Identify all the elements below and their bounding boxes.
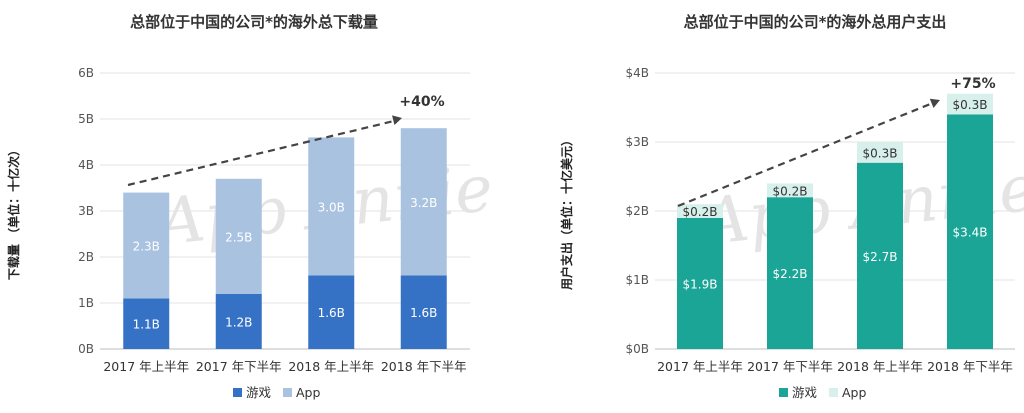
bar-app-spending xyxy=(857,142,903,163)
x-tick-label: 2017 年下半年 xyxy=(196,359,282,374)
data-label-game: $2.2B xyxy=(773,267,808,281)
bar-game-spending xyxy=(677,217,723,349)
y-tick-label: 5B xyxy=(78,112,94,126)
data-label-game: 1.1B xyxy=(133,318,160,332)
legend-downloads: 游戏 App xyxy=(233,385,320,400)
x-tick-label: 2018 年上半年 xyxy=(288,359,374,374)
y-tick-label: 3B xyxy=(78,204,94,218)
growth-arrow-head xyxy=(392,115,402,125)
data-label-game: 1.2B xyxy=(225,315,252,329)
x-tick-label: 2017 年上半年 xyxy=(103,359,189,374)
y-tick-label: 0B xyxy=(78,342,94,356)
bar-game-spending xyxy=(767,197,813,349)
legend-label-app: App xyxy=(842,385,866,400)
y-tick-label: $2B xyxy=(625,204,649,218)
bar-app-downloads xyxy=(123,192,170,299)
data-label-game: $1.9B xyxy=(683,277,718,291)
x-tick-label: 2018 年下半年 xyxy=(927,359,1013,374)
bar-app-downloads xyxy=(400,128,447,276)
bar-game-spending xyxy=(857,162,903,349)
legend-swatch-game xyxy=(233,388,242,397)
data-label-game: $2.7B xyxy=(863,250,898,264)
chart-title-spending: 总部位于中国的公司*的海外总用户支出 xyxy=(684,13,947,31)
bar-app-downloads xyxy=(215,178,262,294)
chart-title-downloads: 总部位于中国的公司*的海外总下载量 xyxy=(130,13,378,31)
data-label-game: 1.6B xyxy=(410,306,437,320)
y-tick-label: $1B xyxy=(625,273,649,287)
bar-app-spending xyxy=(947,93,993,115)
bar-game-spending xyxy=(947,114,993,350)
data-label-app: $0.3B xyxy=(863,146,898,160)
x-tick-label: 2018 年下半年 xyxy=(381,359,467,374)
data-label-app: 2.5B xyxy=(225,230,252,244)
y-tick-label: 6B xyxy=(78,66,94,80)
bar-game-downloads xyxy=(215,293,262,349)
y-tick-label: $3B xyxy=(625,135,649,149)
data-label-app: $0.3B xyxy=(953,98,988,112)
bar-app-downloads xyxy=(308,137,355,276)
bar-game-downloads xyxy=(123,298,170,349)
data-label-app: 3.2B xyxy=(410,196,437,210)
x-tick-label: 2017 年下半年 xyxy=(747,359,833,374)
bar-app-spending xyxy=(677,204,723,218)
growth-label-downloads: +40% xyxy=(399,94,444,110)
y-tick-label: 1B xyxy=(78,296,94,310)
x-tick-label: 2018 年上半年 xyxy=(837,359,923,374)
data-label-app: $0.2B xyxy=(683,205,718,219)
y-axis-label-spending: 用户支出（单位：十亿美元） xyxy=(559,134,574,291)
y-tick-label: 2B xyxy=(78,250,94,264)
legend-label-game: 游戏 xyxy=(792,385,817,400)
growth-arrow-head xyxy=(929,98,940,108)
legend-swatch-app xyxy=(283,388,292,397)
legend-swatch-game xyxy=(779,388,788,397)
bar-game-downloads xyxy=(400,275,447,349)
data-label-app: 3.0B xyxy=(318,200,345,214)
y-axis-label-downloads: 下载量 （单位：十亿次） xyxy=(6,144,21,280)
bar-game-downloads xyxy=(308,275,355,349)
y-tick-label: $0B xyxy=(625,342,649,356)
data-label-app: $0.2B xyxy=(773,184,808,198)
chart-layer: 0B 1B 2B 3B 4B 5B 6B 1.1B 2.3B 2017 年上半年 1.2B 2.5B 2… xyxy=(78,66,1015,374)
data-label-app: 2.3B xyxy=(133,240,160,254)
data-label-game: $3.4B xyxy=(953,226,988,240)
legend-spending: 游戏 App xyxy=(779,385,866,400)
x-tick-label: 2017 年上半年 xyxy=(657,359,743,374)
growth-arrow-line xyxy=(677,101,935,208)
y-tick-label: $4B xyxy=(625,66,649,80)
legend-label-game: 游戏 xyxy=(246,385,271,400)
y-tick-label: 4B xyxy=(78,158,94,172)
legend-swatch-app xyxy=(829,388,838,397)
data-label-game: 1.6B xyxy=(318,306,345,320)
legend-label-app: App xyxy=(296,385,320,400)
bar-app-spending xyxy=(767,183,813,198)
growth-label-spending: +75% xyxy=(950,76,995,92)
growth-arrow-line xyxy=(127,119,397,187)
